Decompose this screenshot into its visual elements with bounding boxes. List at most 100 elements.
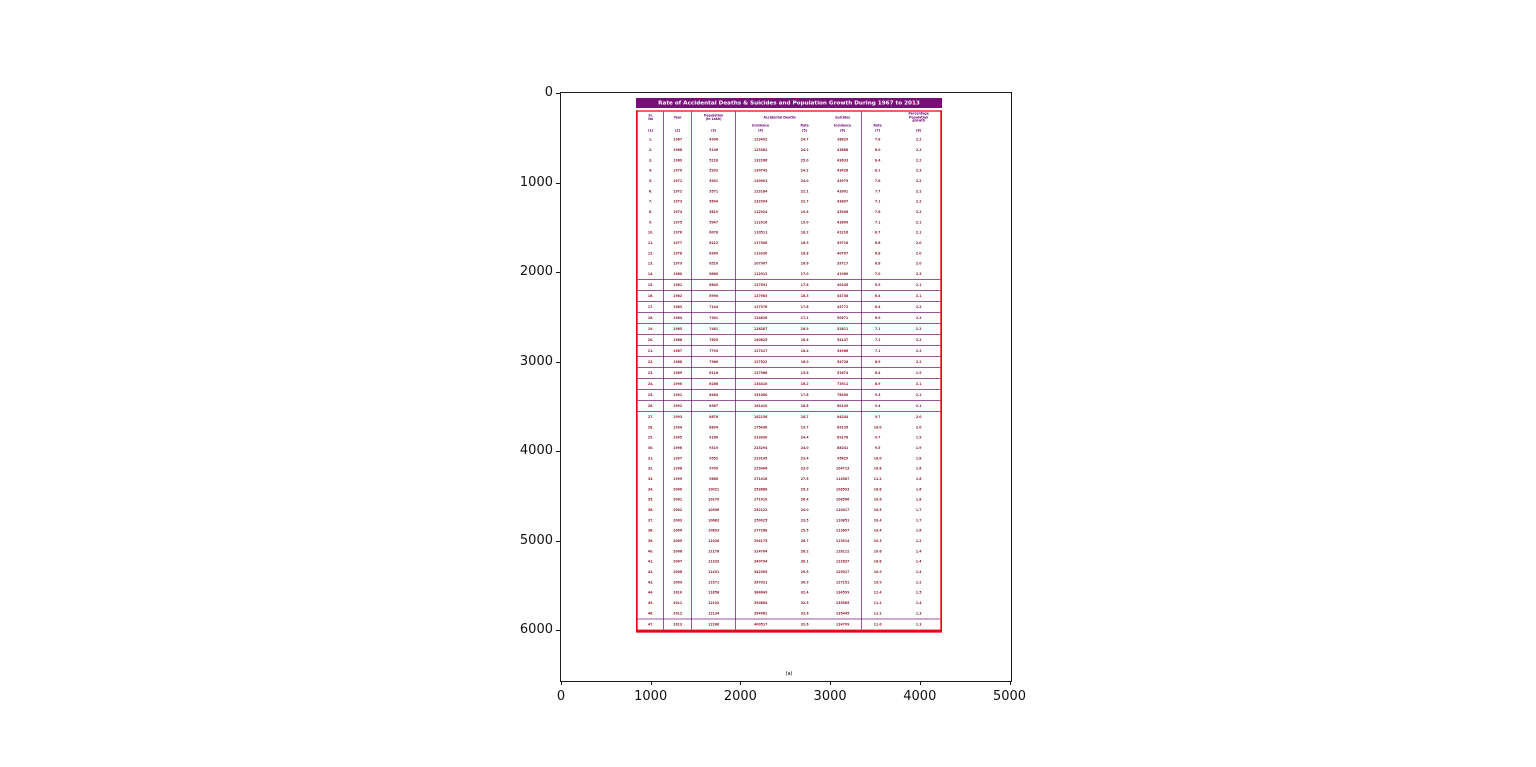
subheader-empty-2 bbox=[664, 125, 692, 126]
table-cell: 118112 bbox=[836, 549, 850, 554]
table-cell: 14. bbox=[647, 272, 654, 276]
table-cell: 89195 bbox=[837, 425, 849, 430]
table-cell: 340794 bbox=[754, 559, 768, 564]
table-cell: 123382 bbox=[754, 148, 768, 152]
plot-axes-frame: 0 1000 2000 3000 4000 5000 0 1000 2000 3000 4000 5… bbox=[520, 85, 1026, 704]
table-row: 31. 1997 9552 223145 23.4 95829 10.0 1.8 bbox=[638, 453, 941, 463]
header-percentage-growth: Percentage Population growth bbox=[908, 111, 929, 123]
table-row: 36. 2002 10506 252122 24.0 110417 10.5 1.7 bbox=[638, 505, 941, 515]
table-cell: 132994 bbox=[754, 199, 768, 204]
table-cell: 6.7 bbox=[874, 230, 881, 235]
table-cell: 12288 bbox=[708, 622, 720, 627]
table-cell: 2.2 bbox=[915, 360, 922, 364]
header-suicides: Suicides bbox=[835, 115, 851, 120]
table-cell: 6212 bbox=[709, 241, 719, 245]
table-cell: 127151 bbox=[836, 580, 850, 585]
table-row: 29. 1995 9160 223430 24.4 89178 9.7 1.9 bbox=[638, 432, 941, 442]
table-cell: 29.9 bbox=[800, 570, 809, 574]
table-cell: 30.9 bbox=[800, 580, 809, 585]
table-cell: 18.9 bbox=[800, 241, 809, 245]
table-row: 7. 1973 5694 132994 22.7 43807 7.1 2.2 bbox=[638, 196, 941, 206]
table-cell: 1. bbox=[648, 137, 653, 142]
table-cell: 2.0 bbox=[915, 415, 922, 419]
table-cell: 32.3 bbox=[800, 601, 809, 605]
table-row: 47. 2013 12288 400517 32.6 134799 11.0 1.3 bbox=[637, 618, 941, 629]
table-cell: 10.3 bbox=[873, 539, 882, 543]
table-cell: 2.2 bbox=[915, 327, 922, 331]
table-cell: 113914 bbox=[836, 539, 850, 543]
table-row: 17. 1983 7144 127376 17.8 45772 6.4 2.2 bbox=[637, 301, 941, 312]
table-cell: 18.2 bbox=[800, 230, 809, 235]
table-cell: 16.2 bbox=[800, 382, 809, 386]
table-cell: 223294 bbox=[754, 446, 768, 450]
table-cell: 2002 bbox=[673, 508, 683, 512]
table-cell: 1.4 bbox=[915, 549, 922, 554]
table-cell: 10893 bbox=[708, 528, 720, 533]
table-row: 6. 1972 5571 123184 22.1 43901 7.7 2.2 bbox=[638, 186, 941, 196]
table-cell: 2.1 bbox=[915, 220, 922, 225]
table-cell: 123184 bbox=[754, 189, 768, 194]
table-cell: 23.0 bbox=[800, 466, 809, 471]
table-cell: 2011 bbox=[673, 601, 683, 605]
table-cell: 5333 bbox=[709, 168, 719, 173]
table-cell: 43908 bbox=[837, 210, 849, 214]
table-cell: 7461 bbox=[709, 327, 719, 331]
table-cell: 2006 bbox=[673, 549, 683, 554]
table-cell: 6660 bbox=[709, 272, 719, 276]
table-cell: 252122 bbox=[754, 508, 768, 512]
table-title-bar: Rate of Accidental Deaths & Suicides and… bbox=[636, 98, 942, 108]
table-cell: 1983 bbox=[673, 305, 683, 309]
table-row: 5. 1971 5451 130901 24.0 43979 7.6 2.2 bbox=[638, 176, 941, 186]
x-tick-mark bbox=[740, 681, 742, 685]
table-cell: 30.1 bbox=[800, 559, 809, 564]
table-cell: 8.9 bbox=[874, 382, 881, 386]
table-cell: 16. bbox=[647, 294, 654, 298]
table-cell: 15. bbox=[647, 283, 654, 287]
table-data-rows: 1. 1967 4996 123492 24.7 38829 7.8 2.2 2. 1968 510… bbox=[637, 134, 941, 629]
table-border-box: Sl. No Year Population (in Lakh) Accidenta… bbox=[636, 110, 942, 633]
table-cell: 24.4 bbox=[800, 435, 809, 440]
table-cell: 1986 bbox=[673, 338, 683, 342]
table-cell: 18.3 bbox=[800, 294, 809, 298]
table-cell: 32.6 bbox=[800, 622, 809, 627]
table-cell: 10.6 bbox=[873, 549, 882, 554]
table-cell: 108593 bbox=[836, 487, 850, 492]
table-row: 34. 2000 10021 253888 25.3 108593 10.8 1.6 bbox=[638, 484, 941, 494]
table-cell: 17. bbox=[647, 305, 654, 309]
table-cell: 24.2 bbox=[800, 168, 809, 173]
table-cell: 126287 bbox=[754, 327, 768, 331]
table-cell: 24.0 bbox=[800, 508, 809, 512]
table-cell: 5. bbox=[648, 179, 653, 183]
table-cell: 24.0 bbox=[800, 179, 809, 183]
table-cell: 4996 bbox=[709, 137, 719, 142]
table-cell: 1.8 bbox=[915, 497, 922, 502]
table-cell: 25.5 bbox=[800, 528, 809, 533]
table-cell: 2010 bbox=[673, 590, 683, 595]
table-cell: 6.8 bbox=[874, 241, 881, 245]
table-cell: 110417 bbox=[836, 508, 850, 512]
table-cell: 43633 bbox=[837, 158, 849, 163]
table-cell: 1971 bbox=[673, 179, 683, 183]
table-cell: 1.8 bbox=[915, 456, 922, 461]
subheader-ad-rate: Rate bbox=[800, 123, 809, 128]
table-cell: 119330 bbox=[754, 251, 768, 256]
table-row: 39. 2005 11028 294175 26.7 113914 10.3 1.2 bbox=[638, 536, 941, 546]
x-tick-mark bbox=[650, 681, 652, 685]
table-cell: 1977 bbox=[673, 241, 683, 245]
subheader-empty-3 bbox=[692, 125, 736, 126]
table-cell: 104713 bbox=[836, 466, 850, 471]
table-cell: 1988 bbox=[673, 360, 683, 364]
y-tick-label: 5000 bbox=[519, 532, 553, 548]
x-tick-label: 5000 bbox=[992, 689, 1027, 704]
embedded-table-image: Rate of Accidental Deaths & Suicides and… bbox=[636, 98, 942, 666]
table-cell: 25.3 bbox=[800, 487, 809, 492]
table-cell: 1976 bbox=[673, 230, 683, 235]
table-row: 35. 2001 10270 271019 26.4 108506 10.6 1.8 bbox=[638, 494, 941, 504]
table-cell: 19.4 bbox=[800, 210, 809, 214]
x-tick-mark bbox=[561, 681, 562, 685]
table-cell: 7.1 bbox=[874, 199, 881, 204]
table-cell: 110511 bbox=[754, 230, 768, 235]
subheader-s-incidence: Incidence bbox=[834, 123, 852, 128]
table-cell: 223406 bbox=[754, 466, 768, 471]
